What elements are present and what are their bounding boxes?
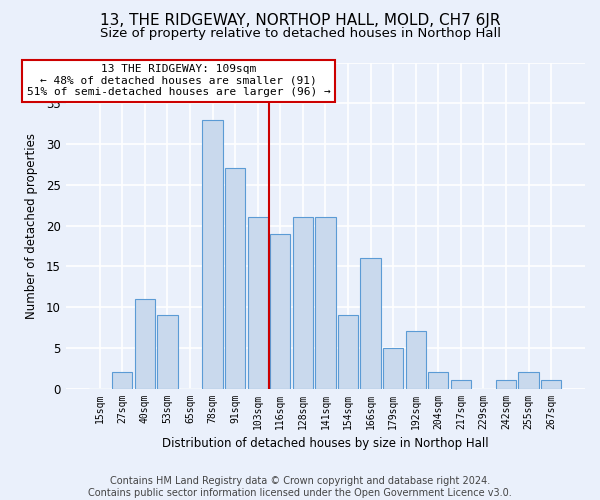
Bar bbox=[112, 372, 133, 388]
Bar bbox=[134, 299, 155, 388]
Text: Size of property relative to detached houses in Northop Hall: Size of property relative to detached ho… bbox=[100, 28, 500, 40]
Bar bbox=[225, 168, 245, 388]
Bar bbox=[541, 380, 562, 388]
Bar bbox=[248, 218, 268, 388]
Text: Contains HM Land Registry data © Crown copyright and database right 2024.
Contai: Contains HM Land Registry data © Crown c… bbox=[88, 476, 512, 498]
X-axis label: Distribution of detached houses by size in Northop Hall: Distribution of detached houses by size … bbox=[162, 437, 489, 450]
Bar bbox=[270, 234, 290, 388]
Bar bbox=[406, 332, 426, 388]
Bar bbox=[496, 380, 516, 388]
Bar bbox=[157, 315, 178, 388]
Bar bbox=[315, 218, 335, 388]
Text: 13 THE RIDGEWAY: 109sqm
← 48% of detached houses are smaller (91)
51% of semi-de: 13 THE RIDGEWAY: 109sqm ← 48% of detache… bbox=[27, 64, 331, 98]
Bar bbox=[293, 218, 313, 388]
Bar bbox=[361, 258, 381, 388]
Bar bbox=[451, 380, 471, 388]
Bar bbox=[338, 315, 358, 388]
Bar bbox=[383, 348, 403, 389]
Bar bbox=[202, 120, 223, 388]
Y-axis label: Number of detached properties: Number of detached properties bbox=[25, 132, 38, 318]
Bar bbox=[518, 372, 539, 388]
Text: 13, THE RIDGEWAY, NORTHOP HALL, MOLD, CH7 6JR: 13, THE RIDGEWAY, NORTHOP HALL, MOLD, CH… bbox=[100, 12, 500, 28]
Bar bbox=[428, 372, 448, 388]
